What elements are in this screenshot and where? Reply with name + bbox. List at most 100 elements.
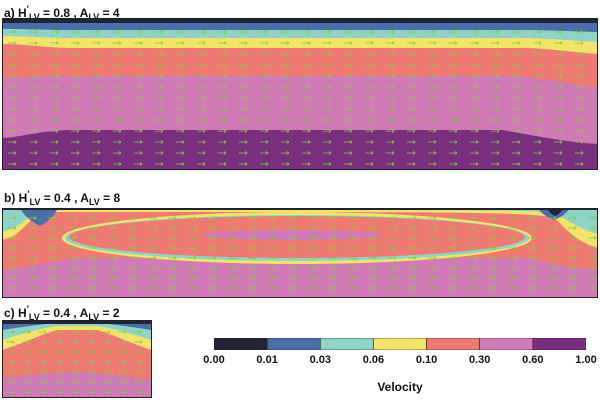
panel-b-vector-arrow [408,246,417,250]
panel-a-vector-arrow [365,30,374,34]
panel-a-vector-arrow [71,74,80,78]
panel-a-vector-arrow [491,85,500,89]
panel-b-vector-arrow [508,276,517,280]
panel-a-vector-arrow [449,52,458,56]
panel-a-vector-arrow [428,96,437,100]
panel-b-vector-arrow [488,226,497,230]
panel-c-vector-arrow [22,350,31,354]
panel-b-vector-arrow [8,256,17,260]
panel-a-vector-arrow [428,63,437,67]
panel-b-vector-arrow [528,266,537,270]
panel-b-vector-arrow [108,226,117,230]
panel-c-label: c) H′LV = 0.4 , ALV = 2 [4,304,120,322]
panel-b-vector-arrow [128,246,137,250]
panel-a-vector-arrow [218,118,227,122]
panel-b-vector-arrow [128,276,137,280]
panel-c-vector-arrow [102,330,111,334]
panel-a-vector-arrow [113,96,122,100]
panel-a-vector-arrow [491,74,500,78]
panel-c-vector-arrow [54,350,63,354]
panel-a-vector-arrow [533,96,542,100]
panel-b-a-symbol: A [80,191,89,205]
panel-c-vector-arrow [38,380,47,384]
panel-a-vector-arrow [512,30,521,34]
panel-a-a-value: 4 [112,6,120,20]
panel-a-vector-arrow [512,63,521,67]
panel-b-vector-arrow [48,216,57,220]
panel-c-vector-arrow [134,390,143,394]
panel-b-vector-arrow [228,276,237,280]
panel-b-vector-arrow [228,286,237,290]
panel-b-vector-arrow [388,216,397,220]
panel-b-vector-arrow [8,236,17,240]
panel-b-vector-arrow [268,216,277,220]
panel-a-vector-arrow [8,162,17,166]
panel-a-vector-arrow [575,140,584,144]
panel-a-vector-arrow [302,118,311,122]
panel-a-vector-arrow [239,52,248,56]
panel-a-vector-arrow [71,118,80,122]
panel-c-vector-arrow [38,360,47,364]
panel-a-vector-arrow [50,30,59,34]
panel-b-vector-arrow [128,266,137,270]
panel-a-vector-arrow [155,107,164,111]
panel-c-velocity-field [2,320,152,398]
panel-c-vector-arrow [54,390,63,394]
panel-b-vector-arrow [408,256,417,260]
panel-a-vector-arrow [491,96,500,100]
panel-a-vector-arrow [575,52,584,56]
panel-a-vector-arrow [554,151,563,155]
colorbar-tick-label: 0.06 [362,354,385,366]
panel-a-vector-arrow [50,85,59,89]
panel-a-vector-arrow [470,162,479,166]
panel-a-vector-arrow [218,162,227,166]
panel-b-vector-arrow [108,286,117,290]
panel-c-vector-arrow [6,340,15,344]
panel-a-vector-arrow [218,129,227,133]
panel-b-vector-arrow [148,226,157,230]
panel-c-vector-arrow [102,390,111,394]
panel-b-vector-arrow [288,276,297,280]
panel-a-vector-arrow [92,30,101,34]
panel-a-vector-arrow [113,30,122,34]
panel-a-vector-arrow [344,30,353,34]
panel-a-vector-arrow [281,52,290,56]
panel-a-vector-arrow [71,162,80,166]
panel-a-vector-arrow [365,96,374,100]
panel-c-vector-arrow [22,330,31,334]
panel-b-vector-arrow [508,216,517,220]
panel-a-vector-arrow [365,63,374,67]
panel-a-vector-arrow [323,74,332,78]
panel-a-vector-arrow [176,30,185,34]
panel-a-vector-arrow [281,74,290,78]
panel-b-vector-arrow [248,226,257,230]
panel-a-vector-arrow [491,140,500,144]
panel-a-vector-arrow [134,162,143,166]
panel-b-vector-arrow [188,216,197,220]
panel-b-vector-arrow [248,216,257,220]
panel-b-vector-arrow [188,246,197,250]
panel-a-vector-arrow [176,41,185,45]
panel-b-prefix: b) [4,191,16,205]
panel-a-vector-arrow [113,162,122,166]
panel-a-vector-arrow [92,85,101,89]
panel-a-vector-arrow [512,118,521,122]
panel-b-vector-arrow [308,246,317,250]
panel-c-vector-arrow [134,380,143,384]
panel-c-frame [2,320,152,398]
panel-b-vector-arrow [468,276,477,280]
panel-a-vector-arrow [197,96,206,100]
panel-a-vector-arrow [575,63,584,67]
panel-b-vector-arrow [268,276,277,280]
panel-a-vector-arrow [197,63,206,67]
panel-b-vector-arrow [488,236,497,240]
panel-b-vector-arrow [468,286,477,290]
panel-a-vector-arrow [260,151,269,155]
panel-b-vector-arrow [368,256,377,260]
panel-c-h-value: 0.4 [53,306,71,320]
panel-a-vector-arrow [8,52,17,56]
panel-b-vector-arrow [208,216,217,220]
panel-a-h-sub: LV [28,12,40,22]
panel-a-vector-arrow [197,41,206,45]
panel-a-vector-arrow [92,151,101,155]
